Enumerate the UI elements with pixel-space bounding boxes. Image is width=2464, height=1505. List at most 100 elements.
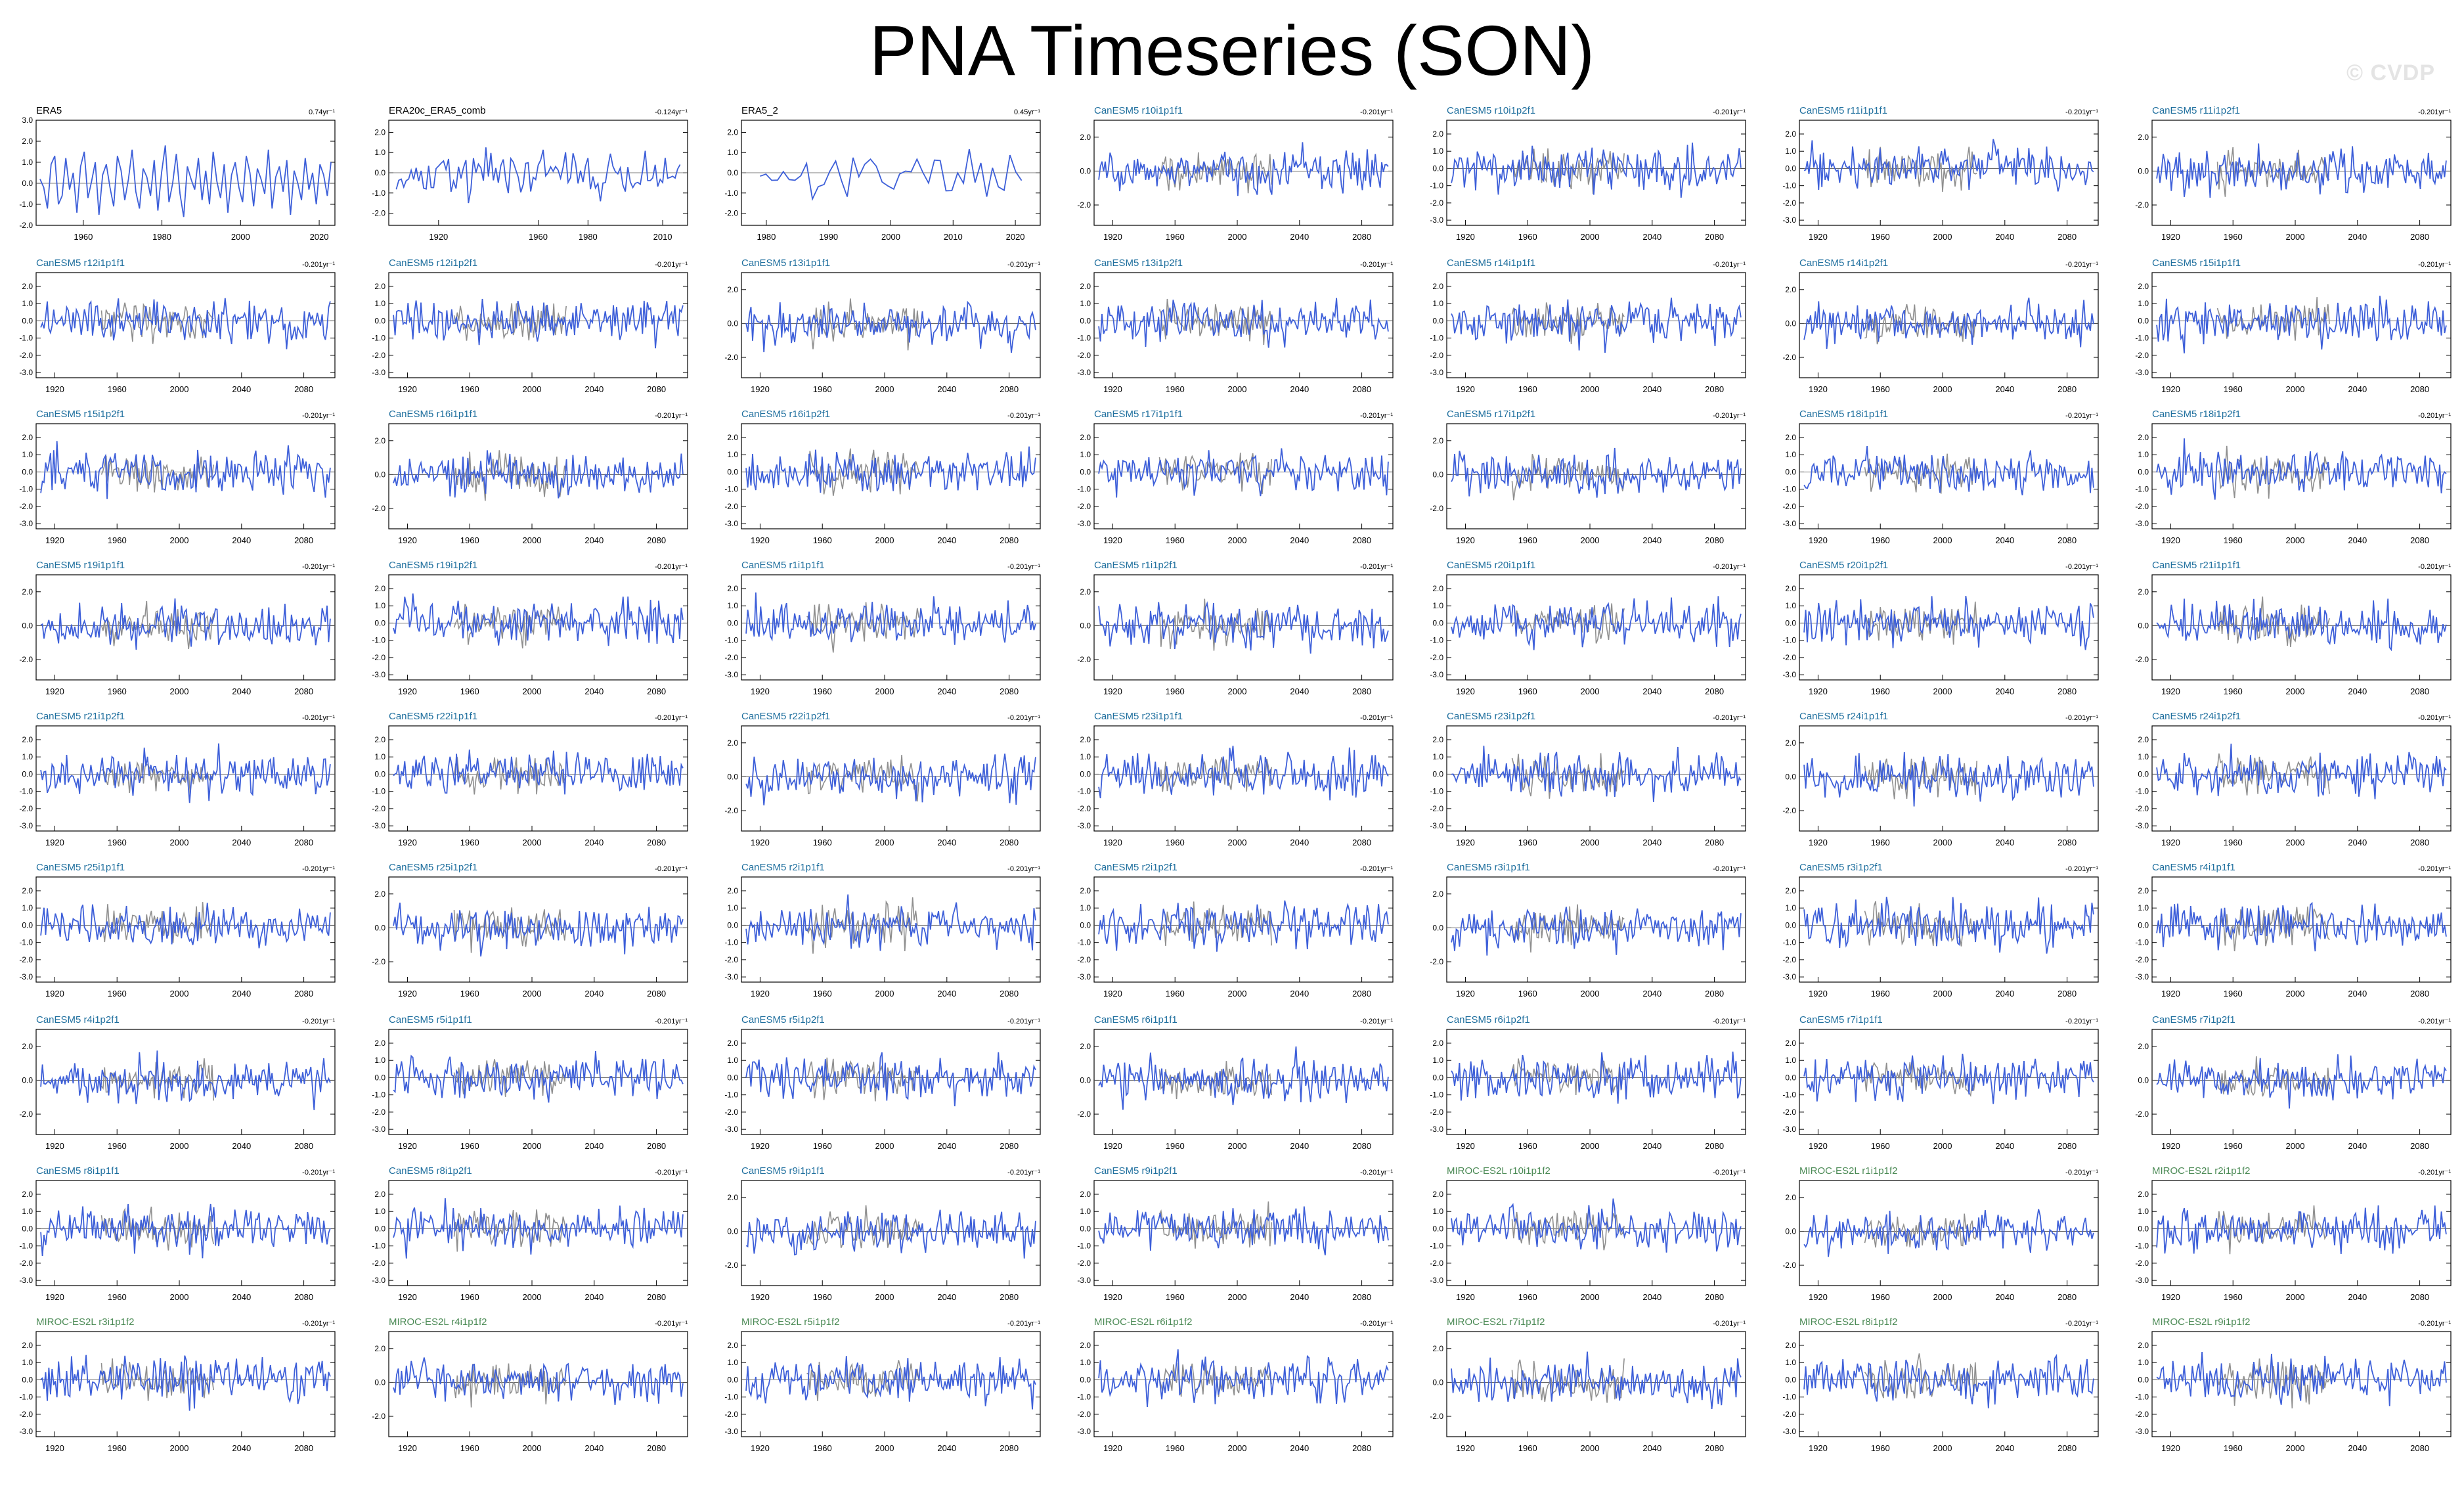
series-line <box>1803 595 2094 650</box>
panel-title: CanESM5 r20i1p2f1 <box>1799 560 1888 571</box>
panel-trend: -0.201yr⁻¹ <box>302 1169 335 1177</box>
y-tick-label: 1.0 <box>1080 752 1091 761</box>
x-tick-label: 1960 <box>1871 838 1890 847</box>
y-tick-label: -3.0 <box>372 670 385 679</box>
x-tick-label: 2080 <box>2057 232 2077 242</box>
y-tick-label: -2.0 <box>1782 1410 1796 1419</box>
obs-overlay-line <box>453 907 567 953</box>
panel-frame <box>1446 120 1746 226</box>
x-tick-label: 1920 <box>1103 1141 1122 1151</box>
x-tick-label: 1920 <box>1456 535 1475 545</box>
series-line <box>745 1209 1036 1259</box>
panel-frame <box>1093 120 1394 226</box>
y-tick-label: 1.0 <box>374 299 385 308</box>
obs-overlay-line <box>1864 758 1977 799</box>
x-tick-label: 2080 <box>1705 989 1724 999</box>
x-tick-label: 1920 <box>751 1443 770 1453</box>
obs-overlay-line <box>1864 1353 1977 1399</box>
x-tick-label: 2000 <box>875 1292 894 1302</box>
panel-title: MIROC-ES2L r4i1p1f2 <box>389 1316 487 1328</box>
panel-trend: -0.201yr⁻¹ <box>1360 563 1393 571</box>
y-tick-label: 2.0 <box>727 1341 738 1350</box>
panel-title: CanESM5 r2i1p2f1 <box>1094 862 1177 873</box>
x-tick-label: 1960 <box>813 1141 832 1151</box>
panel-trend: -0.201yr⁻¹ <box>1713 261 1746 269</box>
x-tick-label: 1960 <box>460 838 479 847</box>
y-tick-label: 2.0 <box>2138 1341 2149 1350</box>
y-tick-label: 0.0 <box>22 621 33 630</box>
y-tick-label: -3.0 <box>1782 972 1796 981</box>
x-tick-label: 2080 <box>2057 1292 2077 1302</box>
y-tick-label: -3.0 <box>724 1125 738 1134</box>
panel-title: CanESM5 r10i1p2f1 <box>1447 105 1535 116</box>
panel-trend: -0.201yr⁻¹ <box>2065 412 2098 420</box>
y-tick-label: 1.0 <box>727 1056 738 1065</box>
panel-title: CanESM5 r24i1p1f1 <box>1799 711 1888 722</box>
x-tick-label: 1980 <box>757 232 776 242</box>
y-tick-label: 2.0 <box>1785 1193 1796 1202</box>
x-tick-label: 2080 <box>1000 838 1019 847</box>
y-tick-label: -1.0 <box>1782 485 1796 494</box>
y-tick-label: 0.0 <box>727 1073 738 1082</box>
panel-trend: -0.201yr⁻¹ <box>1360 1018 1393 1025</box>
series-line <box>40 441 331 499</box>
panel-frame <box>741 423 1041 529</box>
y-tick-label: -2.0 <box>1782 955 1796 964</box>
series-line <box>1451 907 1742 956</box>
x-tick-label: 1920 <box>45 1292 64 1302</box>
x-tick-label: 2000 <box>875 535 894 545</box>
y-tick-label: -1.0 <box>1077 334 1091 343</box>
x-tick-label: 2000 <box>523 838 542 847</box>
x-tick-label: 1960 <box>1166 686 1185 696</box>
panel-title: CanESM5 r1i1p1f1 <box>741 560 825 571</box>
x-tick-label: 2040 <box>232 1292 251 1302</box>
series-line <box>393 1198 684 1259</box>
x-tick-label: 1920 <box>398 989 417 999</box>
y-tick-label: -3.0 <box>1430 215 1443 225</box>
panel-title: ERA5_2 <box>741 105 778 116</box>
x-tick-label: 2000 <box>2286 838 2305 847</box>
series-line <box>2156 598 2447 652</box>
y-tick-label: -2.0 <box>19 351 33 360</box>
y-tick-label: -1.0 <box>1782 938 1796 947</box>
panel-frame <box>1093 1331 1394 1437</box>
x-tick-label: 1920 <box>45 989 64 999</box>
x-tick-label: 1920 <box>751 1141 770 1151</box>
x-tick-label: 1960 <box>2224 232 2243 242</box>
x-tick-label: 1920 <box>398 535 417 545</box>
y-tick-label: -3.0 <box>724 1427 738 1436</box>
series-line <box>745 1052 1036 1107</box>
x-tick-label: 2040 <box>232 1141 251 1151</box>
y-tick-label: 3.0 <box>22 116 33 125</box>
y-tick-label: -2.0 <box>1077 804 1091 813</box>
x-tick-label: 2000 <box>875 1443 894 1453</box>
y-tick-label: 0.0 <box>1432 923 1443 932</box>
x-tick-label: 2040 <box>2348 384 2367 394</box>
panel-frame <box>35 574 336 681</box>
x-tick-label: 1920 <box>1809 686 1828 696</box>
series-line <box>1451 298 1742 353</box>
panel-trend: -0.201yr⁻¹ <box>1007 261 1040 269</box>
y-tick-label: -2.0 <box>372 804 385 813</box>
x-tick-label: 2080 <box>1352 535 1371 545</box>
x-tick-label: 2020 <box>310 232 329 242</box>
panel-trend: -0.201yr⁻¹ <box>1713 412 1746 420</box>
x-tick-label: 1960 <box>1871 384 1890 394</box>
panel-trend: -0.201yr⁻¹ <box>1007 1169 1040 1177</box>
x-tick-label: 2080 <box>1705 535 1724 545</box>
x-tick-label: 2040 <box>1642 384 1661 394</box>
x-tick-label: 1920 <box>2161 1292 2180 1302</box>
x-tick-label: 2040 <box>1995 838 2014 847</box>
x-tick-label: 1960 <box>460 989 479 999</box>
y-tick-label: -2.0 <box>724 1108 738 1117</box>
x-tick-label: 2080 <box>647 1141 666 1151</box>
x-tick-label: 1920 <box>1103 1443 1122 1453</box>
x-tick-label: 2080 <box>2410 686 2429 696</box>
series-line <box>745 753 1036 806</box>
x-tick-label: 2000 <box>1581 535 1600 545</box>
y-tick-label: 2.0 <box>1432 889 1443 899</box>
y-tick-label: -1.0 <box>1782 1090 1796 1100</box>
panel-trend: 0.45yr⁻¹ <box>1014 108 1040 116</box>
y-tick-label: -1.0 <box>1430 181 1443 191</box>
series-line <box>2156 901 2447 952</box>
